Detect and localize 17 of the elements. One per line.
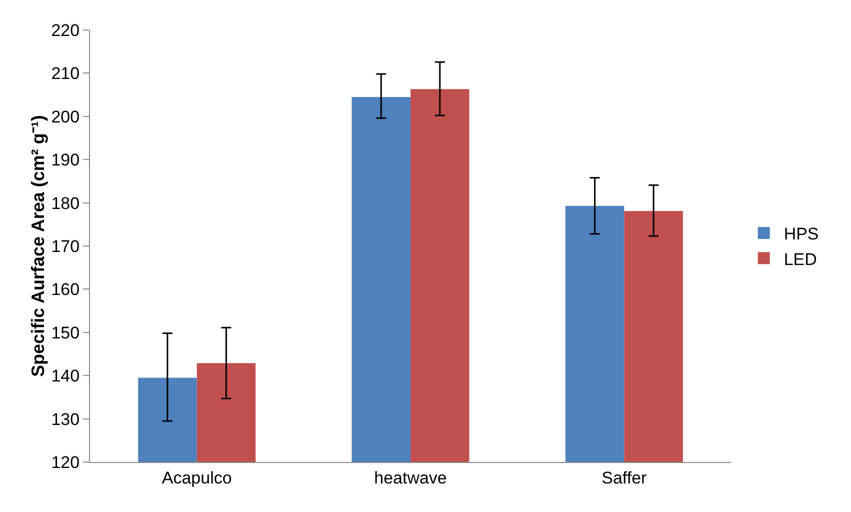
- x-tick-label: Saffer: [602, 468, 648, 488]
- y-tick-label: 210: [51, 64, 80, 84]
- y-tick-label: 120: [51, 452, 80, 472]
- y-tick-label: 200: [51, 107, 80, 126]
- x-tick-label: Acapulco: [162, 468, 232, 488]
- y-tick-label: 220: [51, 20, 80, 40]
- legend-label: LED: [784, 250, 817, 269]
- y-tick-label: 170: [51, 236, 80, 256]
- y-tick-label: 180: [51, 194, 80, 213]
- y-tick-label: 130: [51, 410, 80, 429]
- y-axis-title: Specific Aurface Area (cm² g⁻¹): [28, 115, 48, 377]
- x-tick-label: heatwave: [374, 468, 447, 488]
- y-tick-label: 140: [51, 366, 80, 386]
- y-tick-label: 150: [51, 323, 80, 342]
- legend-label: HPS: [784, 224, 819, 244]
- y-tick-label: 160: [51, 280, 80, 300]
- y-tick-label: 190: [51, 150, 80, 170]
